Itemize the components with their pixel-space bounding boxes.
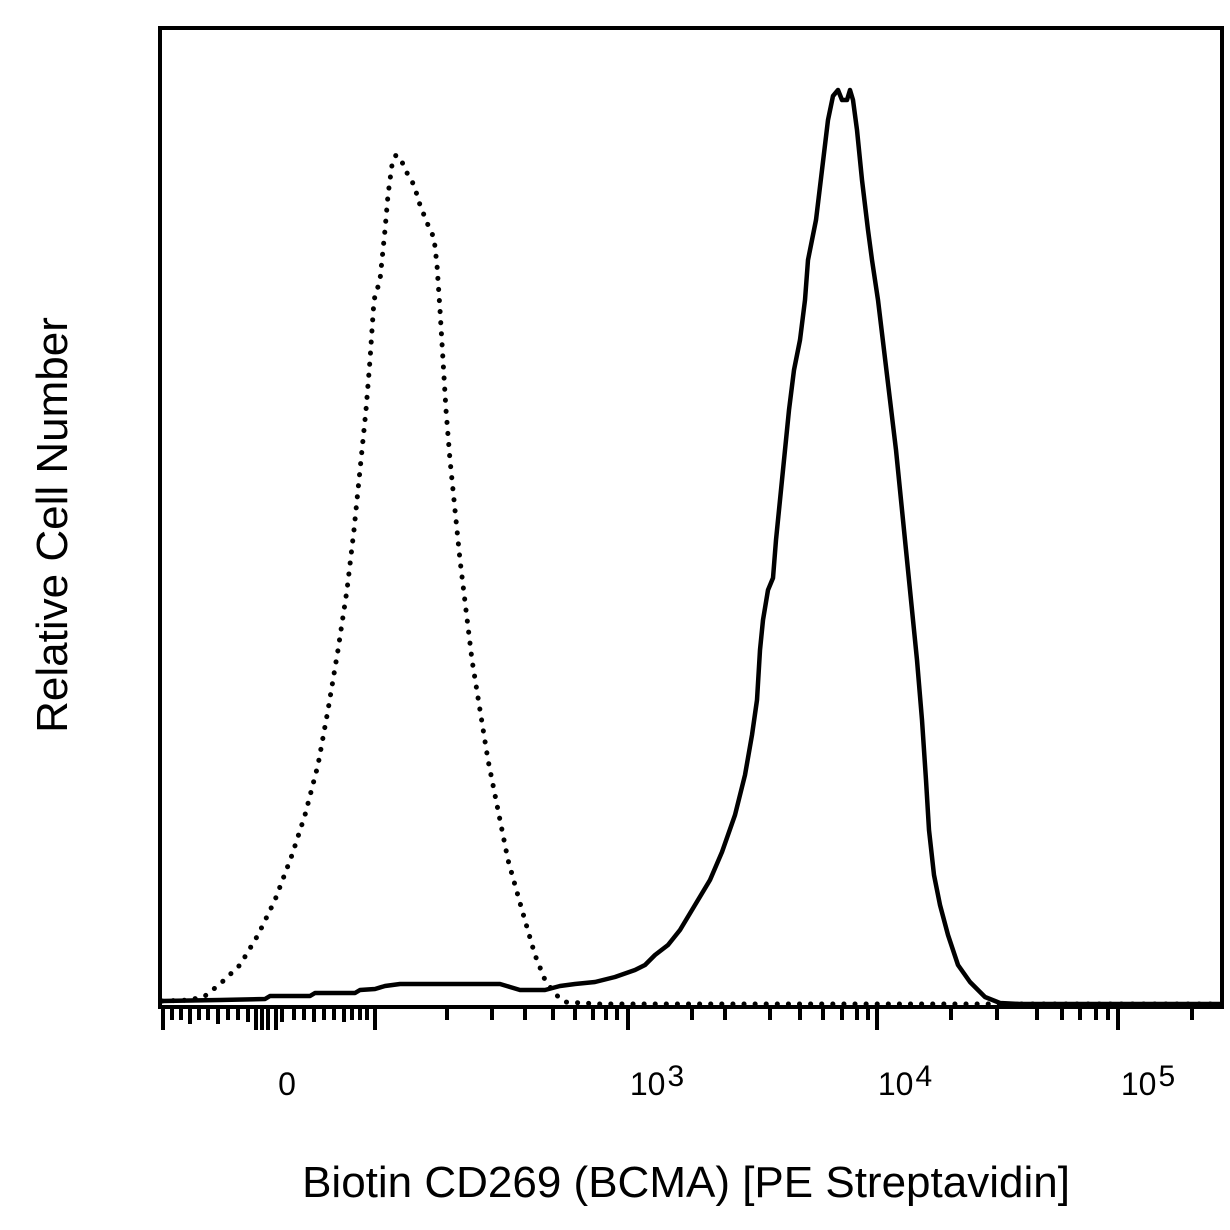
x-tick-label-1e3: 103 xyxy=(629,1060,685,1102)
plot-frame xyxy=(158,26,1224,1009)
y-axis-title: Relative Cell Number xyxy=(28,317,77,733)
bcma-stained-curve xyxy=(161,87,1220,1007)
x-axis-title: Biotin CD269 (BCMA) [PE Streptavidin] xyxy=(302,1158,1070,1207)
x-tick-label-1e5: 105 xyxy=(1120,1060,1176,1102)
isotype-control-curve xyxy=(159,152,1223,1007)
x-tick-label-0: 0 xyxy=(278,1066,296,1102)
x-axis-ticks xyxy=(161,1007,1194,1030)
x-tick-label-1e4: 104 xyxy=(877,1060,933,1102)
